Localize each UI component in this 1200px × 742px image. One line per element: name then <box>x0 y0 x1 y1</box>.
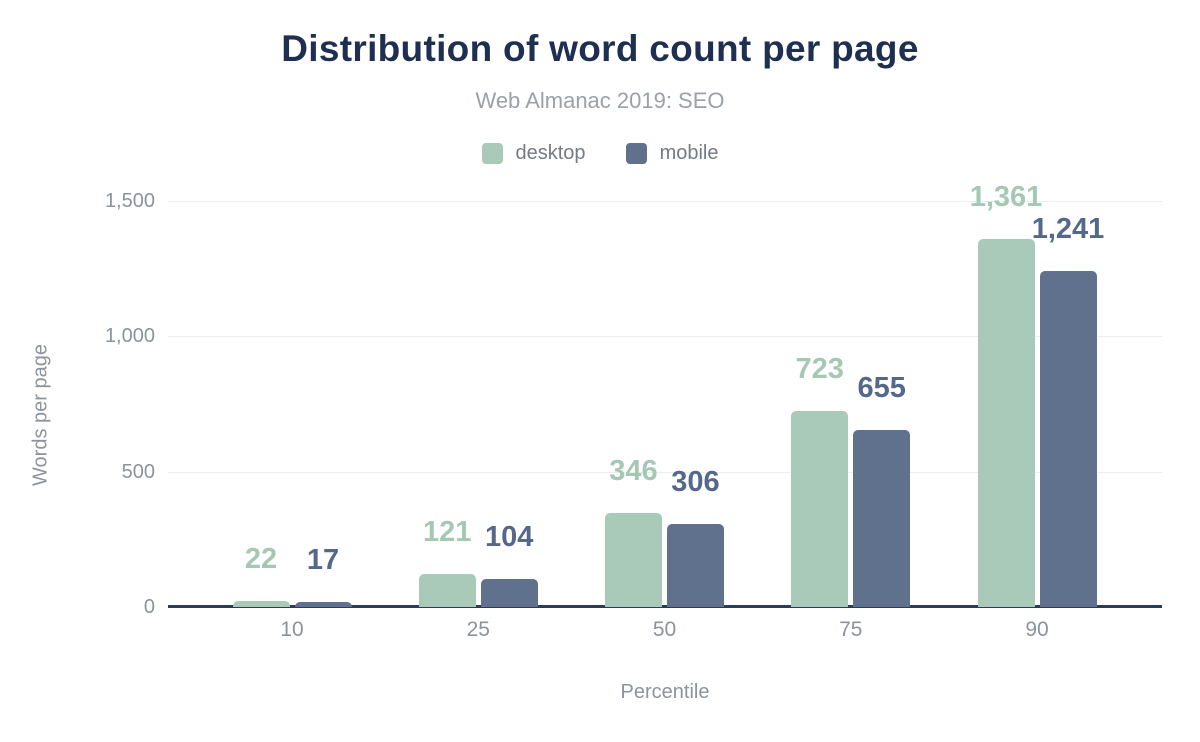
bar-value-label-desktop-p75: 723 <box>795 353 844 386</box>
y-axis-tick-label: 0 <box>143 596 155 618</box>
bar-value-label-mobile-p90: 1,241 <box>1031 213 1105 246</box>
bar-desktop-p25[interactable] <box>418 574 476 607</box>
bar-value-label-mobile-p75: 655 <box>857 371 906 404</box>
y-axis-tick-label: 1,500 <box>104 190 155 212</box>
bar-value-label-desktop-p25: 121 <box>423 516 472 549</box>
bar-mobile-p75[interactable] <box>853 429 911 607</box>
bar-desktop-p90[interactable] <box>977 238 1035 607</box>
legend-label-mobile: mobile <box>659 142 719 164</box>
x-axis-tick-label: 50 <box>652 618 677 641</box>
bar-desktop-p75[interactable] <box>791 411 849 607</box>
bar-value-label-desktop-p10: 22 <box>244 543 278 576</box>
y-axis-tick-label: 500 <box>121 460 155 483</box>
legend-swatch-mobile <box>625 143 647 164</box>
x-axis-tick-label: 10 <box>280 618 304 641</box>
bar-desktop-p50[interactable] <box>605 513 662 607</box>
x-axis-line <box>168 605 1162 608</box>
x-axis-tick-label: 75 <box>839 618 863 641</box>
gridline-1,500 <box>168 201 1162 202</box>
x-axis-tick-label: 25 <box>466 618 490 641</box>
x-axis-tick-label: 90 <box>1025 618 1049 641</box>
bar-value-label-mobile-p50: 306 <box>671 466 720 499</box>
bar-value-label-desktop-p90: 1,361 <box>969 180 1043 213</box>
legend-item-desktop: desktop <box>481 142 586 165</box>
legend-swatch-desktop <box>481 143 503 164</box>
bar-mobile-p10[interactable] <box>294 602 352 607</box>
chart-legend: desktop mobile <box>0 142 1200 165</box>
bar-value-label-mobile-p10: 17 <box>306 544 340 577</box>
bar-mobile-p25[interactable] <box>480 578 538 607</box>
y-axis-tick-label: 1,000 <box>104 325 155 348</box>
x-axis-title: Percentile <box>620 681 710 703</box>
bar-value-label-desktop-p50: 346 <box>609 455 658 488</box>
chart-subtitle: Web Almanac 2019: SEO <box>475 88 725 113</box>
bar-desktop-p10[interactable] <box>232 601 290 607</box>
chart-title: Distribution of word count per page <box>281 28 919 69</box>
legend-item-mobile: mobile <box>625 142 719 165</box>
gridline-500 <box>168 471 1162 473</box>
bar-mobile-p50[interactable] <box>667 524 724 607</box>
legend-label-desktop: desktop <box>515 142 586 164</box>
bar-mobile-p90[interactable] <box>1039 271 1097 607</box>
gridline-1,000 <box>168 336 1162 338</box>
bar-value-label-mobile-p25: 104 <box>485 520 534 553</box>
